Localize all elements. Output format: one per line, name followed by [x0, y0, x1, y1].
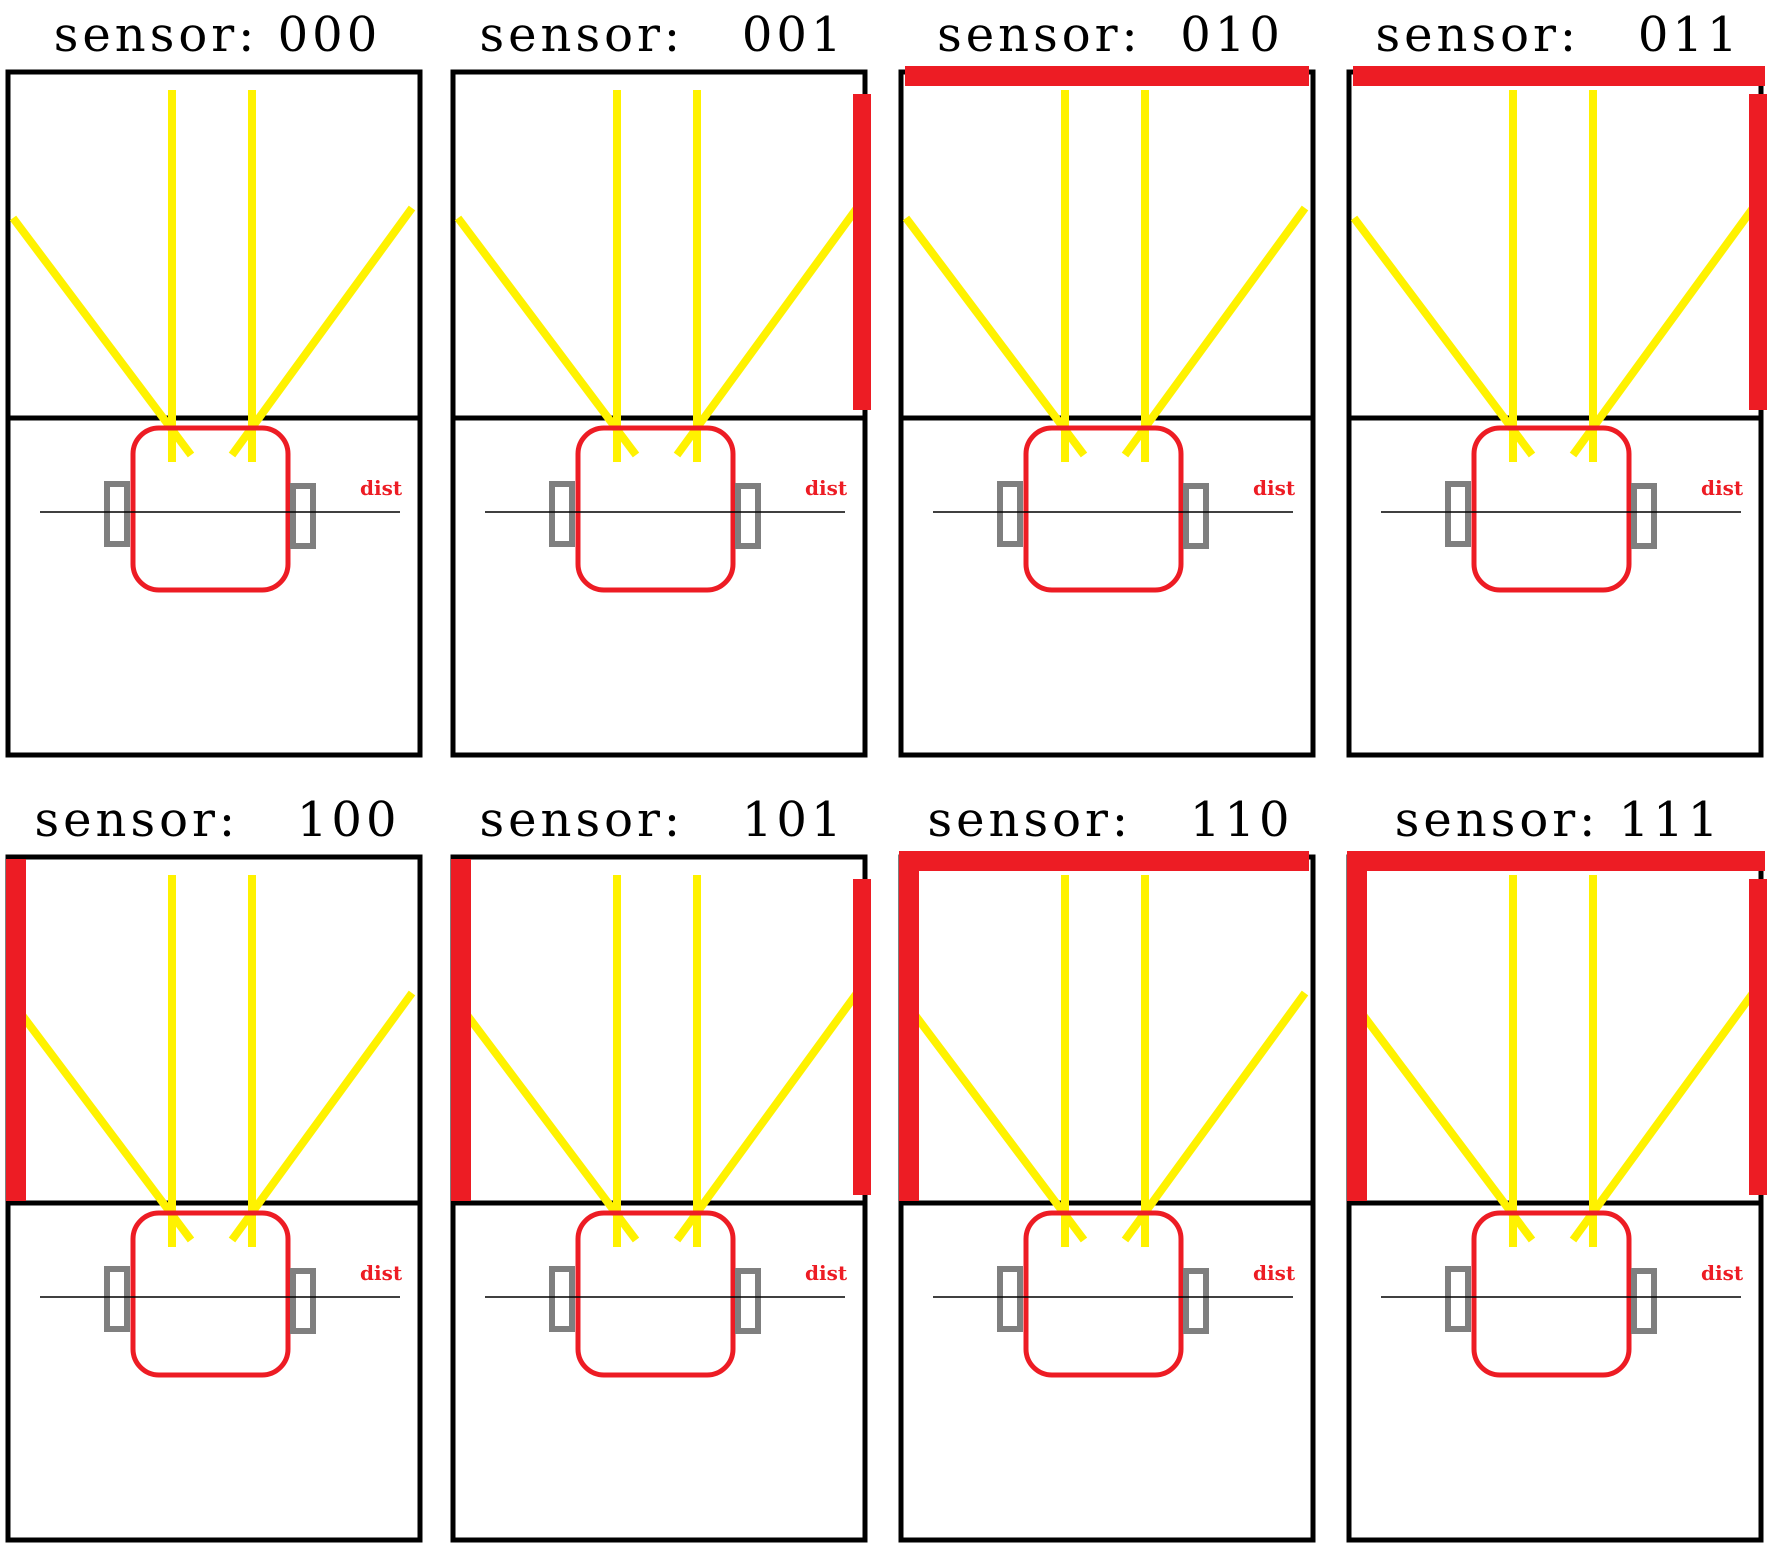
right-wall: [853, 879, 871, 1195]
sensor-ray: [1121, 205, 1309, 458]
robot-body: [1023, 1210, 1184, 1378]
panel-title: sensor: 010: [937, 7, 1284, 63]
sensor-ray: [454, 215, 640, 458]
sensor-panel-101: sensor: 101 dist: [450, 785, 875, 1555]
sensor-panel-100: sensor: 100 dist: [5, 785, 430, 1555]
sensor-ray: [1569, 990, 1757, 1243]
front-wall: [899, 851, 1309, 871]
left-wall: [6, 859, 26, 1201]
right-wheel: [1631, 483, 1657, 549]
right-wheel: [735, 1268, 761, 1334]
left-wheel: [104, 1266, 130, 1332]
left-wheel: [997, 481, 1023, 547]
frame: [898, 854, 1316, 1543]
sensor-ray: [673, 990, 861, 1243]
sensor-ray: [454, 1000, 640, 1243]
dist-label: dist: [805, 476, 848, 500]
sensor-panel-111: sensor: 111 dist: [1346, 785, 1771, 1555]
dist-label: dist: [360, 1261, 403, 1285]
left-wheel: [549, 481, 575, 547]
sensor-ray: [1350, 215, 1536, 458]
sensor-ray: [902, 215, 1088, 458]
frame: [1346, 854, 1764, 1543]
panel-title: sensor: 101: [479, 792, 846, 848]
right-wheel: [290, 1268, 316, 1334]
panel-drawing: dist: [450, 69, 871, 758]
front-wall: [1353, 66, 1765, 86]
sensor-ray: [673, 205, 861, 458]
robot-body: [1471, 1210, 1632, 1378]
robot-body: [1471, 425, 1632, 593]
panel-drawing: dist: [5, 69, 423, 758]
dist-label: dist: [1701, 476, 1744, 500]
robot-body: [575, 425, 736, 593]
robot-body: [130, 425, 291, 593]
panel-title: sensor: 111: [1394, 792, 1723, 848]
panel-title: sensor: 110: [927, 792, 1294, 848]
panel-drawing: dist: [450, 854, 871, 1543]
dist-label: dist: [360, 476, 403, 500]
sensor-ray: [228, 205, 416, 458]
right-wheel: [1183, 483, 1209, 549]
right-wall: [1749, 94, 1767, 410]
left-wheel: [997, 1266, 1023, 1332]
panel-drawing: dist: [1346, 851, 1767, 1543]
panel-drawing: dist: [1346, 66, 1767, 758]
right-wheel: [1183, 1268, 1209, 1334]
frame: [450, 69, 868, 758]
sensor-ray: [228, 990, 416, 1243]
frame: [898, 69, 1316, 758]
panel-title: sensor: 000: [53, 7, 382, 63]
sensor-panel-010: sensor: 010 dist: [898, 0, 1323, 770]
sensor-ray: [902, 1000, 1088, 1243]
panel-drawing: dist: [5, 854, 423, 1543]
left-wheel: [1445, 481, 1471, 547]
panel-drawing: dist: [898, 851, 1316, 1543]
sensor-ray: [9, 215, 195, 458]
left-wall: [899, 859, 919, 1201]
left-wheel: [549, 1266, 575, 1332]
sensor-panel-000: sensor: 000 dist: [5, 0, 430, 770]
sensor-panel-001: sensor: 001 dist: [450, 0, 875, 770]
frame: [5, 854, 423, 1543]
frame: [5, 69, 423, 758]
right-wall: [1749, 879, 1767, 1195]
dist-label: dist: [1253, 476, 1296, 500]
left-wheel: [104, 481, 130, 547]
right-wheel: [735, 483, 761, 549]
dist-label: dist: [1701, 1261, 1744, 1285]
sensor-panel-110: sensor: 110 dist: [898, 785, 1323, 1555]
sensor-ray: [1569, 205, 1757, 458]
front-wall: [905, 66, 1309, 86]
robot-body: [130, 1210, 291, 1378]
right-wheel: [290, 483, 316, 549]
sensor-ray: [1350, 1000, 1536, 1243]
left-wheel: [1445, 1266, 1471, 1332]
sensor-ray: [9, 1000, 195, 1243]
right-wall: [853, 94, 871, 410]
front-wall: [1347, 851, 1765, 871]
panel-title: sensor: 001: [479, 7, 846, 63]
robot-body: [575, 1210, 736, 1378]
sensor-panel-011: sensor: 011 dist: [1346, 0, 1771, 770]
right-wheel: [1631, 1268, 1657, 1334]
left-wall: [1347, 859, 1367, 1201]
dist-label: dist: [805, 1261, 848, 1285]
robot-body: [1023, 425, 1184, 593]
sensor-ray: [1121, 990, 1309, 1243]
frame: [1346, 69, 1764, 758]
left-wall: [451, 859, 471, 1201]
panel-title: sensor: 100: [34, 792, 401, 848]
dist-label: dist: [1253, 1261, 1296, 1285]
panel-title: sensor: 011: [1375, 7, 1742, 63]
frame: [450, 854, 868, 1543]
panel-drawing: dist: [898, 66, 1316, 758]
